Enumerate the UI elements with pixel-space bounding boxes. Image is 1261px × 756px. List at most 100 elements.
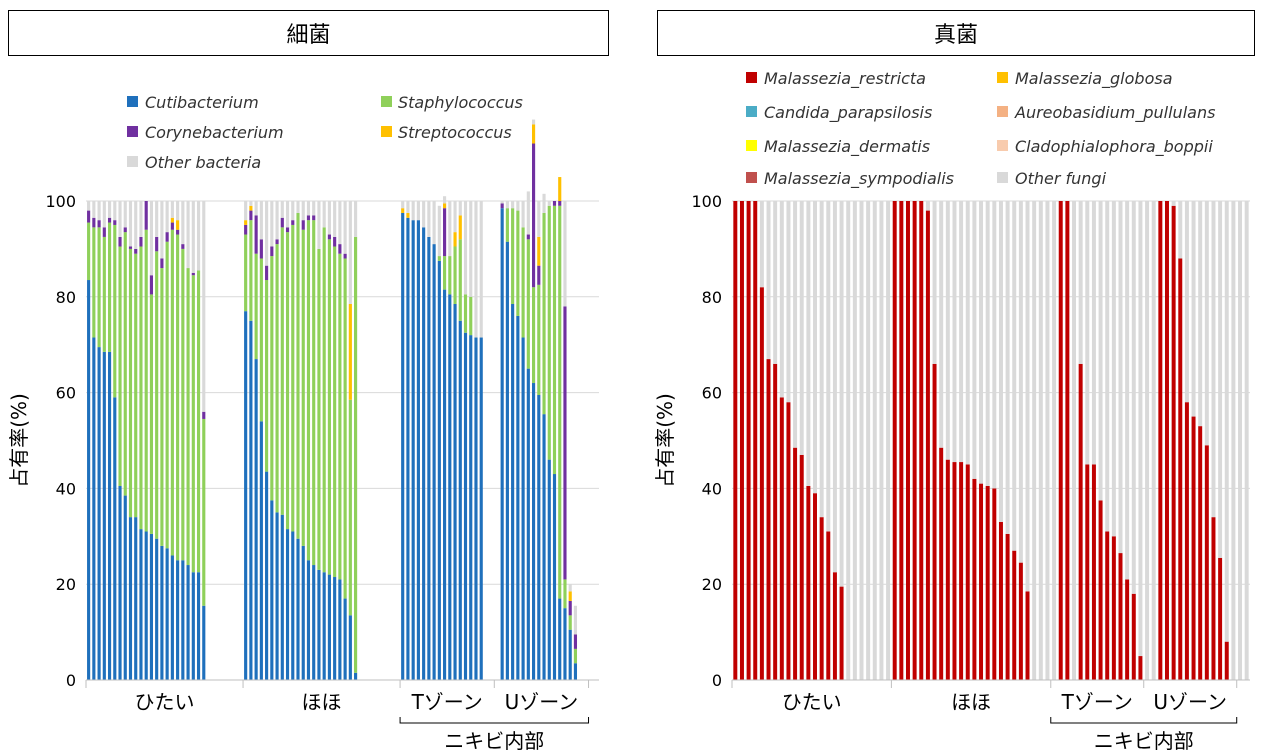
bar-other-fungi-5 (759, 201, 764, 288)
acne-bracket-label: ニキビ内部 (444, 729, 544, 753)
bar-other-bacteria-52 (354, 201, 358, 237)
bar-staphylococcus-82 (511, 208, 515, 304)
bar-corynebacterium-87 (537, 265, 541, 285)
bar-other-fungi-35 (959, 201, 964, 463)
bar-malassezia-restricta-45 (1025, 591, 1030, 680)
bar-malassezia-restricta-29 (919, 201, 924, 680)
bar-corynebacterium-31 (244, 224, 248, 235)
bar-corynebacterium-2 (92, 217, 96, 228)
legend-label-aureobasidium-pullulans: Aureobasidium_pullulans (1014, 103, 1215, 123)
bar-cutibacterium-51 (348, 615, 352, 680)
bar-staphylococcus-6 (113, 224, 117, 398)
bar-other-fungi-23 (879, 201, 884, 680)
bar-cutibacterium-44 (312, 565, 316, 680)
bar-cutibacterium-47 (327, 574, 331, 680)
bar-other-fungi-44 (1018, 201, 1023, 563)
bar-corynebacterium-43 (306, 215, 311, 221)
bar-staphylococcus-4 (102, 236, 106, 352)
bar-other-fungi-9 (786, 201, 791, 403)
bar-cutibacterium-41 (296, 538, 300, 680)
bar-corynebacterium-7 (118, 236, 122, 247)
bar-corynebacterium-9 (128, 246, 133, 249)
bar-corynebacterium-11 (139, 236, 143, 247)
bar-staphylococcus-87 (537, 284, 541, 395)
bar-other-fungi-42 (1005, 201, 1010, 534)
bar-staphylococcus-7 (118, 246, 122, 486)
bar-corynebacterium-39 (285, 227, 290, 233)
bar-malassezia-restricta-35 (959, 462, 964, 680)
bar-other-bacteria-45 (317, 201, 321, 249)
bar-cutibacterium-22 (196, 572, 201, 680)
bar-other-fungi-16 (832, 201, 837, 573)
bar-malassezia-restricta-9 (786, 402, 791, 680)
bar-staphylococcus-19 (181, 248, 185, 561)
bar-other-fungi-40 (992, 201, 997, 489)
y-axis-title: 占有率(%) (653, 393, 677, 488)
bar-corynebacterium-32 (249, 210, 253, 221)
bar-malassezia-restricta-15 (826, 531, 831, 680)
acne-bracket (399, 717, 590, 724)
bar-other-bacteria-61 (401, 201, 405, 209)
bar-cutibacterium-62 (406, 217, 410, 680)
bar-corynebacterium-90 (552, 201, 557, 206)
bar-malassezia-restricta-43 (1012, 550, 1017, 680)
bar-other-fungi-19 (852, 201, 857, 680)
bar-cutibacterium-14 (155, 538, 159, 680)
y-tick-label-40: 40 (56, 479, 76, 498)
bar-cutibacterium-93 (568, 629, 572, 680)
bar-other-fungi-24 (886, 201, 891, 680)
bar-other-fungi-33 (945, 201, 950, 460)
bar-other-bacteria-80 (500, 201, 504, 204)
bar-cutibacterium-86 (532, 383, 536, 680)
bar-malassezia-restricta-10 (793, 447, 798, 680)
bar-other-fungi-63 (1145, 201, 1150, 680)
bar-corynebacterium-93 (568, 600, 572, 616)
bar-malassezia-restricta-33 (945, 459, 950, 680)
bar-streptococcus-93 (568, 591, 572, 601)
bar-cutibacterium-35 (265, 471, 269, 680)
bar-other-bacteria-76 (479, 201, 483, 338)
bar-other-bacteria-38 (280, 201, 284, 218)
bar-other-bacteria-22 (196, 201, 201, 271)
bar-cutibacterium-19 (181, 560, 185, 680)
bar-staphylococcus-1 (87, 222, 91, 281)
bar-malassezia-restricta-2 (739, 201, 744, 680)
bar-other-bacteria-41 (296, 201, 300, 213)
x-group-label-u-zone: Uゾーン (1153, 690, 1227, 714)
bar-other-bacteria-3 (97, 201, 101, 221)
bar-other-bacteria-4 (102, 201, 106, 228)
bar-cutibacterium-92 (563, 608, 567, 680)
bar-cutibacterium-5 (107, 351, 112, 680)
bar-other-fungi-72 (1204, 201, 1209, 446)
bar-other-fungi-77 (1238, 201, 1243, 680)
x-group-label-t-zone: Tゾーン (1061, 690, 1133, 714)
bar-other-bacteria-67 (432, 201, 436, 245)
bar-other-fungi-32 (939, 201, 944, 448)
bar-other-fungi-12 (806, 201, 811, 486)
bar-cutibacterium-69 (443, 289, 447, 680)
bar-other-bacteria-47 (327, 201, 331, 235)
bar-staphylococcus-36 (270, 256, 274, 501)
bar-cutibacterium-42 (301, 545, 305, 680)
bar-corynebacterium-3 (97, 220, 101, 228)
bar-corynebacterium-19 (181, 244, 185, 249)
bar-staphylococcus-20 (186, 268, 190, 566)
bar-other-bacteria-35 (265, 201, 269, 266)
bar-corynebacterium-33 (254, 215, 258, 254)
bar-other-bacteria-8 (123, 201, 127, 228)
bar-malassezia-restricta-34 (952, 462, 957, 680)
bar-cutibacterium-12 (144, 531, 148, 680)
bar-other-bacteria-39 (285, 201, 290, 228)
bar-cutibacterium-72 (458, 320, 462, 680)
bar-malassezia-restricta-27 (905, 201, 910, 680)
bar-cutibacterium-17 (170, 555, 174, 680)
bar-staphylococcus-48 (333, 246, 337, 578)
bar-other-fungi-57 (1105, 201, 1110, 532)
bar-malassezia-restricta-65 (1158, 201, 1163, 680)
bar-staphylococcus-32 (249, 220, 253, 321)
bar-corynebacterium-48 (333, 236, 337, 247)
y-tick-label-0: 0 (66, 671, 76, 690)
bar-staphylococcus-13 (149, 294, 153, 534)
bar-other-fungi-11 (799, 201, 804, 455)
bar-cutibacterium-73 (463, 332, 468, 680)
